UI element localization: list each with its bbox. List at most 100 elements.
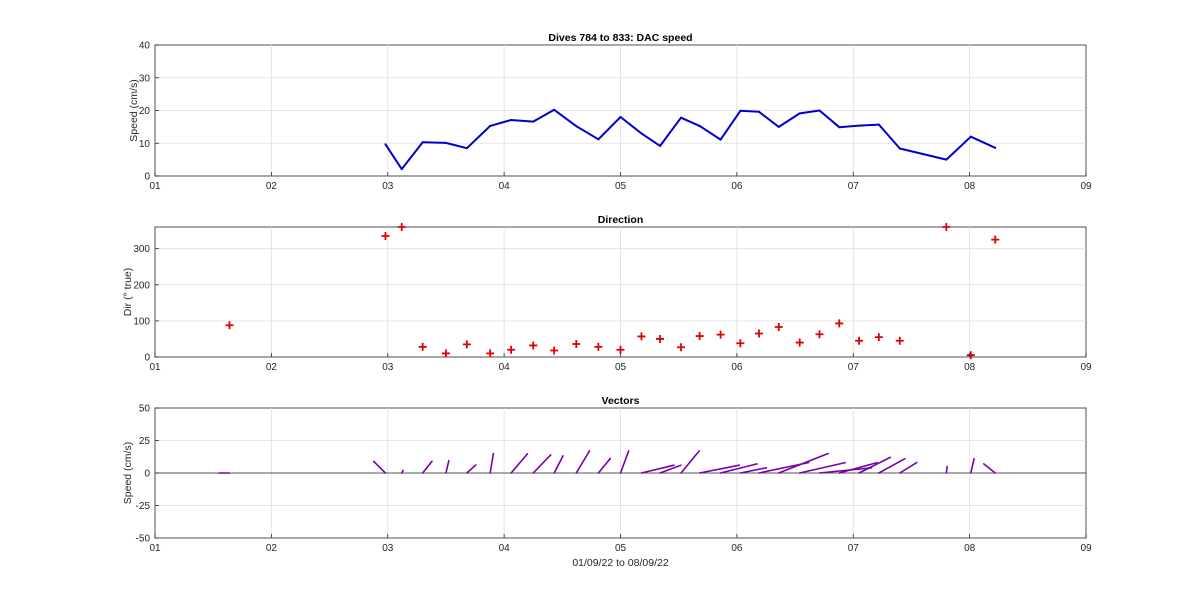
speed-point xyxy=(489,124,492,127)
speed-gridlines xyxy=(155,45,1086,176)
vector-stick xyxy=(659,464,682,474)
speed-point xyxy=(739,109,742,112)
direction-y-tick-label: 300 xyxy=(133,244,150,255)
speed-point xyxy=(877,123,880,126)
vector-stick xyxy=(698,464,741,474)
vector-stick xyxy=(421,460,433,474)
direction-point xyxy=(594,342,603,351)
direction-x-tick-label: 01 xyxy=(149,362,161,373)
speed-point xyxy=(384,143,387,146)
vector-stick xyxy=(945,465,948,474)
direction-point xyxy=(507,345,516,354)
vectors-y-tick-label: 25 xyxy=(139,436,151,447)
speed-point xyxy=(400,168,403,171)
vectors-x-tick-label: 02 xyxy=(266,543,278,554)
vector-stick xyxy=(680,450,701,474)
speed-x-tick-label: 02 xyxy=(266,181,278,192)
speed-point xyxy=(798,112,801,115)
direction-x-tick-label: 09 xyxy=(1080,362,1092,373)
direction-y-tick-label: 200 xyxy=(133,280,150,291)
direction-chart-title: Direction xyxy=(598,214,644,226)
vector-stick xyxy=(969,457,975,474)
vector-stick xyxy=(489,452,495,474)
direction-point xyxy=(966,351,975,360)
direction-gridlines xyxy=(155,227,1086,357)
vector-stick xyxy=(798,461,847,474)
speed-point xyxy=(777,125,780,128)
direction-x-tick-label: 04 xyxy=(499,362,511,373)
speed-y-tick-label: 0 xyxy=(144,172,150,183)
speed-x-tick-label: 01 xyxy=(149,181,161,192)
speed-point xyxy=(532,120,535,123)
speed-panel: 01 02 03 04 05 06 07 08 09 0 10 20 30 40 Dives 784 to… xyxy=(128,32,1092,192)
speed-point xyxy=(838,126,841,129)
direction-y-axis-label: Dir (° true) xyxy=(122,268,134,317)
vectors-x-tick-label: 05 xyxy=(615,543,627,554)
vectors-panel: 01 02 03 04 05 06 07 08 09 -50 -25 0 25 50 Vectors Sp… xyxy=(122,395,1092,569)
speed-point xyxy=(659,144,662,147)
vector-stick xyxy=(777,452,829,474)
direction-y-tick-label: 100 xyxy=(133,316,150,327)
speed-chart-title: Dives 784 to 833: DAC speed xyxy=(548,32,692,44)
vector-stick xyxy=(532,453,552,474)
vectors-x-tick-label: 01 xyxy=(149,543,161,554)
speed-y-tick-label: 10 xyxy=(139,139,151,150)
direction-point xyxy=(774,323,783,332)
vector-stick xyxy=(719,463,758,474)
direction-point xyxy=(895,336,904,345)
direction-point xyxy=(677,343,686,352)
direction-point xyxy=(815,330,824,339)
speed-point xyxy=(680,116,683,119)
vector-stick xyxy=(597,457,612,474)
speed-y-tick-label: 40 xyxy=(139,41,151,52)
vector-stick xyxy=(510,452,529,474)
speed-point xyxy=(640,132,643,135)
vector-stick xyxy=(400,469,404,474)
vector-stick xyxy=(372,460,387,474)
direction-point xyxy=(795,338,804,347)
direction-point xyxy=(418,342,427,351)
speed-point xyxy=(465,147,468,150)
direction-point xyxy=(550,346,559,355)
vector-stick xyxy=(982,463,997,474)
vectors-y-tick-label: -50 xyxy=(136,534,151,545)
direction-point xyxy=(695,332,704,341)
direction-point xyxy=(486,349,495,358)
direction-point xyxy=(754,329,763,338)
speed-point xyxy=(858,124,861,127)
vectors-y-tick-label: 50 xyxy=(139,404,151,415)
vector-stick xyxy=(878,457,906,474)
speed-axes: 01 02 03 04 05 06 07 08 09 0 10 20 30 40 xyxy=(139,41,1092,193)
direction-point xyxy=(225,321,234,330)
direction-x-tick-label: 05 xyxy=(615,362,627,373)
vectors-sticks xyxy=(218,450,997,474)
direction-x-tick-label: 08 xyxy=(964,362,976,373)
speed-point xyxy=(994,146,997,149)
speed-x-tick-label: 04 xyxy=(499,181,511,192)
direction-point xyxy=(991,235,1000,244)
speed-point xyxy=(575,125,578,128)
direction-point xyxy=(656,334,665,343)
direction-point xyxy=(855,336,864,345)
speed-point xyxy=(945,158,948,161)
direction-point xyxy=(616,345,625,354)
speed-point xyxy=(719,138,722,141)
vectors-x-tick-label: 03 xyxy=(382,543,394,554)
direction-point xyxy=(572,340,581,348)
speed-point xyxy=(597,138,600,141)
direction-point xyxy=(529,341,538,350)
speed-point xyxy=(553,108,556,111)
vector-stick xyxy=(838,461,878,474)
speed-point xyxy=(757,110,760,113)
speed-point xyxy=(619,116,622,119)
vector-stick xyxy=(575,450,591,474)
direction-point xyxy=(381,232,390,241)
vectors-x-tick-label: 04 xyxy=(499,543,511,554)
speed-x-tick-label: 05 xyxy=(615,181,627,192)
direction-x-tick-label: 03 xyxy=(382,362,394,373)
direction-point xyxy=(835,319,844,328)
vector-stick xyxy=(466,464,477,474)
vector-stick xyxy=(640,464,675,474)
speed-point xyxy=(444,141,447,144)
direction-point xyxy=(942,223,951,231)
